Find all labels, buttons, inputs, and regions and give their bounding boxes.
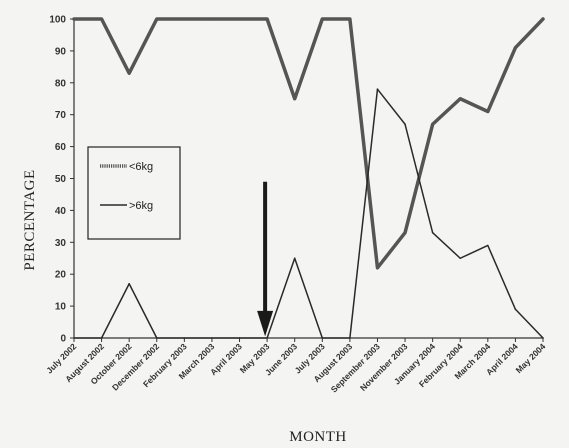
data-point-series-2 bbox=[183, 337, 186, 339]
data-point-series-1 bbox=[321, 18, 324, 20]
arrow-annotation bbox=[257, 181, 274, 337]
y-tick-label: 90 bbox=[55, 46, 67, 57]
data-point-series-1 bbox=[293, 97, 296, 100]
legend-label-series-2: >6kg bbox=[129, 200, 153, 212]
y-tick-label: 70 bbox=[55, 110, 67, 121]
data-point-series-1 bbox=[73, 18, 75, 20]
data-point-series-2 bbox=[514, 308, 517, 311]
data-point-series-1 bbox=[128, 72, 130, 75]
data-point-series-1 bbox=[487, 110, 489, 113]
data-point-series-2 bbox=[542, 337, 544, 339]
y-tick-label: 80 bbox=[55, 78, 67, 89]
y-ticks: 0 10 20 30 40 50 60 70 80 90 100 bbox=[49, 15, 74, 345]
data-point-series-1 bbox=[542, 18, 544, 20]
y-tick-label: 10 bbox=[55, 302, 67, 313]
data-point-series-2 bbox=[238, 337, 241, 339]
data-point-series-2 bbox=[293, 257, 296, 260]
series-line-2 bbox=[73, 88, 544, 339]
data-point-series-1 bbox=[183, 18, 186, 20]
y-tick-label: 60 bbox=[55, 142, 67, 153]
x-axis-title: MONTH bbox=[289, 429, 347, 445]
data-point-series-2 bbox=[321, 337, 324, 339]
data-point-series-2 bbox=[459, 257, 462, 260]
series-layer bbox=[72, 17, 545, 339]
y-axis-title: PERCENTAGE bbox=[22, 169, 38, 270]
series-line-1 bbox=[72, 17, 545, 270]
data-point-series-2 bbox=[128, 282, 130, 285]
data-point-series-1 bbox=[266, 18, 268, 20]
data-point-series-1 bbox=[376, 267, 379, 269]
arrow-head bbox=[257, 310, 274, 337]
data-point-series-1 bbox=[238, 18, 241, 20]
data-point-series-1 bbox=[431, 123, 434, 126]
data-point-series-2 bbox=[487, 244, 489, 247]
data-point-series-1 bbox=[459, 97, 462, 100]
legend-box bbox=[87, 146, 181, 240]
data-point-series-2 bbox=[376, 88, 379, 90]
data-point-series-1 bbox=[100, 18, 103, 20]
data-point-series-1 bbox=[404, 231, 406, 234]
x-tick-label: November 2003 bbox=[358, 341, 410, 393]
data-point-series-2 bbox=[404, 123, 406, 126]
y-tick-label: 50 bbox=[55, 174, 67, 185]
data-point-series-2 bbox=[73, 337, 75, 339]
data-point-series-1 bbox=[155, 18, 158, 20]
data-point-series-2 bbox=[431, 231, 434, 234]
legend: <6kg >6kg bbox=[87, 146, 181, 240]
data-point-series-2 bbox=[155, 337, 158, 339]
y-tick-label: 20 bbox=[55, 270, 67, 281]
y-tick-label: 0 bbox=[60, 334, 66, 345]
data-point-series-1 bbox=[211, 18, 213, 20]
data-point-series-2 bbox=[266, 337, 268, 339]
y-tick-label: 40 bbox=[55, 206, 67, 217]
data-point-series-2 bbox=[349, 337, 351, 339]
data-point-series-2 bbox=[211, 337, 213, 339]
y-tick-label: 100 bbox=[49, 15, 66, 26]
legend-label-series-1: <6kg bbox=[129, 161, 153, 173]
y-tick-label: 30 bbox=[55, 238, 67, 249]
data-point-series-1 bbox=[514, 46, 517, 49]
x-tick-label: September 2003 bbox=[329, 341, 382, 394]
x-tick-label: May 2004 bbox=[514, 341, 548, 375]
data-point-series-1 bbox=[349, 18, 351, 20]
data-point-series-2 bbox=[100, 337, 103, 339]
